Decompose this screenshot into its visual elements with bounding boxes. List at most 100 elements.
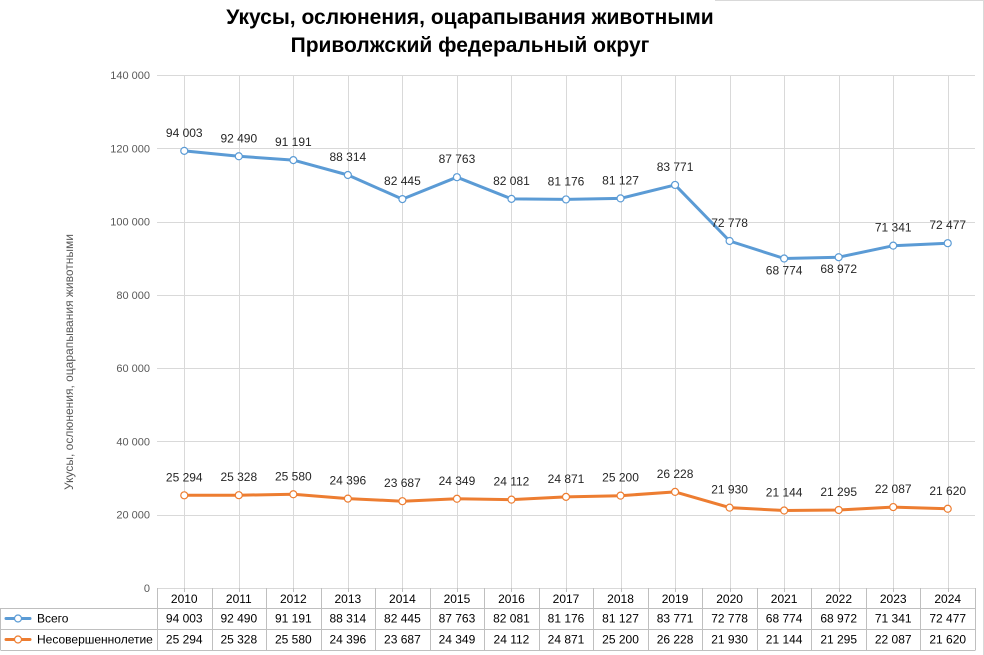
table-cell: 25 328 [220, 633, 257, 647]
data-point [670, 180, 680, 190]
table-cell: 24 871 [548, 633, 585, 647]
x-tick-label: 2013 [335, 592, 362, 606]
table-cell: 68 972 [820, 612, 857, 626]
data-point [616, 194, 625, 203]
table-cell: 88 314 [330, 612, 367, 626]
data-point [452, 173, 462, 182]
table-cell: 83 771 [657, 612, 694, 626]
x-tick-label: 2017 [553, 592, 580, 606]
x-tick-label: 2022 [825, 592, 852, 606]
table-cell: 21 295 [820, 633, 857, 647]
x-tick-label: 2014 [389, 592, 416, 606]
y-tick-label: 140 000 [110, 70, 150, 82]
table-cell: 72 477 [929, 612, 966, 626]
y-tick-label: 0 [144, 583, 150, 595]
table-cell: 24 349 [439, 633, 476, 647]
data-point [234, 152, 243, 161]
data-point [834, 253, 843, 262]
table-cell: 21 144 [766, 633, 803, 647]
data-point [670, 487, 680, 496]
y-tick-label: 60 000 [116, 363, 150, 375]
x-tick-label: 2023 [880, 592, 907, 606]
x-tick-label: 2016 [498, 592, 525, 606]
data-label: 91 191 [275, 135, 312, 149]
table-cell: 81 176 [548, 612, 585, 626]
data-point [943, 239, 952, 248]
x-tick-label: 2010 [171, 592, 198, 606]
data-point [889, 502, 898, 512]
y-tick-label: 80 000 [116, 290, 150, 302]
x-tick-label: 2011 [226, 592, 252, 606]
y-tick-label: 20 000 [116, 510, 150, 522]
data-label: 72 778 [711, 216, 748, 230]
data-label: 21 144 [766, 486, 803, 500]
table-cell: 21 930 [711, 633, 748, 647]
data-point [780, 254, 789, 263]
chart-subtitle: Приволжский федеральный округ [290, 34, 650, 57]
x-tick-label: 2021 [771, 592, 798, 606]
data-point [561, 492, 571, 501]
x-tick-label: 2020 [716, 592, 743, 606]
data-label: 24 349 [439, 474, 476, 488]
data-label: 94 003 [166, 126, 203, 140]
data-label: 82 445 [384, 174, 421, 188]
table-cell: 71 341 [875, 612, 912, 626]
table-cell: 22 087 [875, 633, 912, 647]
data-point [725, 236, 734, 246]
table-cell: 91 191 [275, 612, 312, 626]
data-point [180, 491, 189, 500]
data-label: 25 328 [220, 470, 257, 484]
data-point [289, 156, 298, 165]
data-point [180, 146, 189, 155]
series-lines [180, 146, 952, 515]
table-cell: 25 200 [602, 633, 639, 647]
data-point [889, 241, 898, 250]
data-label: 88 314 [330, 150, 367, 164]
data-label: 82 081 [493, 174, 530, 188]
x-tick-label: 2012 [280, 592, 307, 606]
data-label: 22 087 [875, 482, 912, 496]
table-cell: 21 620 [929, 633, 966, 647]
data-point [343, 494, 352, 503]
data-label: 25 200 [602, 471, 639, 485]
table-cell: 94 003 [166, 612, 203, 626]
data-label: 21 930 [711, 483, 748, 497]
data-point [452, 494, 462, 503]
data-label: 23 687 [384, 476, 421, 490]
data-point [780, 506, 789, 515]
data-label: 81 176 [548, 174, 585, 188]
data-label: 25 580 [275, 469, 312, 483]
data-labels: 25 294 25 328 25 580 24 396 23 687 24 349 24 1… [166, 126, 966, 500]
table-cell: 25 294 [166, 633, 203, 647]
x-tick-label: 2018 [607, 592, 634, 606]
legend-entry: Всего [37, 612, 69, 626]
data-point [725, 503, 734, 512]
x-tick-label: 2015 [444, 592, 471, 606]
x-tick-label: 2024 [934, 592, 961, 606]
table-cell: 25 580 [275, 633, 312, 647]
legend-key-marker [13, 635, 23, 644]
table-cell: 81 127 [602, 612, 639, 626]
data-label: 87 763 [439, 152, 476, 166]
data-point [943, 504, 952, 513]
table-cell: 24 396 [330, 633, 367, 647]
data-point [398, 195, 407, 204]
y-axis-title: Укусы, ослюнения, оцарапывания животными [62, 234, 76, 490]
data-label: 21 620 [929, 484, 966, 498]
table-cell: 68 774 [766, 612, 803, 626]
table-cell: 87 763 [439, 612, 476, 626]
legend-entry: Несовершеннолетие [37, 633, 153, 647]
data-point [343, 170, 352, 180]
data-label: 24 396 [330, 474, 367, 488]
data-label: 68 774 [766, 264, 803, 278]
table-cell: 82 445 [384, 612, 421, 626]
data-label: 83 771 [657, 160, 694, 174]
y-tick-label: 120 000 [110, 143, 150, 155]
data-label: 24 112 [494, 475, 530, 489]
data-label: 68 972 [820, 262, 857, 276]
gridlines [157, 75, 975, 592]
y-tick-label: 40 000 [116, 436, 150, 448]
table-cell: 26 228 [657, 633, 694, 647]
data-point [289, 490, 298, 499]
